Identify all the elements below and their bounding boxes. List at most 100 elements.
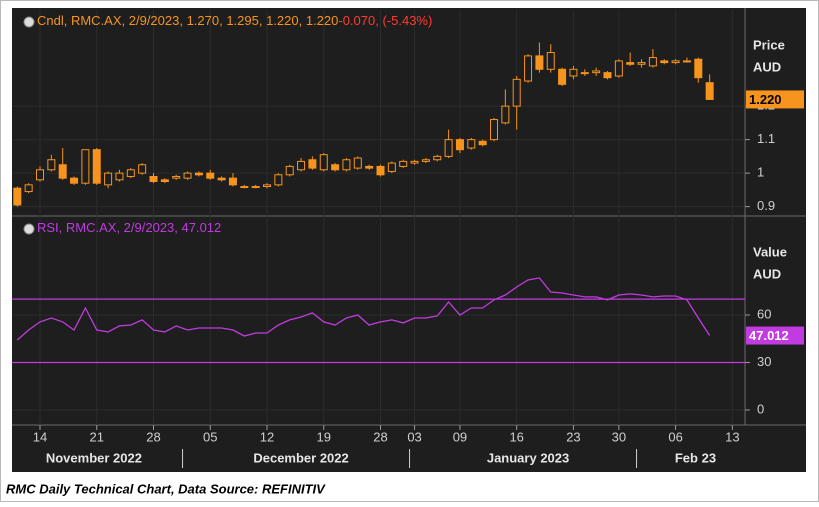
candle-body [387,162,396,172]
candle-body [228,177,237,186]
month-label: December 2022 [253,450,348,465]
last-value-label: 47.012 [749,328,789,343]
candle-body [444,139,453,157]
candle-body [13,187,22,206]
legend-text: RSI, RMC.AX, 2/9/2023, 47.012 [37,220,221,235]
candle-body [194,172,203,176]
last-value-badge [746,90,804,109]
candle-body [410,160,419,164]
x-tick-label: 16 [509,429,523,444]
candle-body [648,57,657,67]
legend-change: -0.070, (-5.43%) [338,13,432,28]
candle-body [569,68,578,77]
candle-body [558,68,567,85]
x-tick-label: 12 [260,429,274,444]
last-value-badge [746,326,804,345]
candle-body [682,60,691,63]
candle-body [512,78,521,107]
y-axis-label: Price [753,37,785,52]
legend-icon [23,223,35,235]
candle-body [115,172,124,181]
candle-body [160,179,169,183]
legend-values: Cndl, RMC.AX, 2/9/2023, 1.270, 1.295, 1.… [37,13,338,28]
candle-body [478,140,487,146]
candle-body [183,172,192,179]
candle-body [637,62,646,65]
chart-background [12,8,806,472]
candle-body [614,60,623,77]
x-tick-label: 05 [203,429,217,444]
y-tick-label: 0.9 [757,198,775,213]
candle-body [274,174,283,186]
x-tick-label: 23 [566,429,580,444]
x-tick-label: 06 [668,429,682,444]
candle-body [104,172,113,186]
candle-body [433,155,442,161]
candle-body [671,60,680,64]
legend-text: Cndl, RMC.AX, 2/9/2023, 1.270, 1.295, 1.… [37,13,432,28]
candle-body [626,62,635,65]
x-tick-label: 14 [33,429,47,444]
y-axis-label: Value [753,244,787,259]
candle-body [263,184,271,188]
legend-icon [23,16,35,28]
x-tick-label: 09 [453,429,467,444]
y-axis-label: AUD [753,266,781,281]
month-label: Feb 23 [675,450,716,465]
x-tick-label: 28 [373,429,387,444]
y-tick-label: 0 [757,401,764,416]
candle-body [592,70,601,74]
x-tick-label: 03 [407,429,421,444]
candle-body [149,175,158,183]
candle-body [501,105,510,124]
y-tick-label: 1 [757,165,764,180]
x-tick-label: 13 [725,429,739,444]
x-tick-label: 19 [317,429,331,444]
candle-body [319,154,328,171]
candle-body [285,165,294,176]
rsi-line [16,277,711,341]
month-label: November 2022 [46,450,142,465]
candle-body [126,169,135,177]
candle-body [24,184,33,193]
y-tick-label: 60 [757,306,771,321]
x-tick-label: 28 [146,429,160,444]
x-tick-label: 30 [612,429,626,444]
x-tick-label: 21 [90,429,104,444]
candle-body [524,55,533,82]
last-value-label: 1.220 [749,92,782,107]
candle-body [490,119,498,141]
candle-body [467,139,476,149]
candle-body [70,177,79,184]
legend-values: RSI, RMC.AX, 2/9/2023, 47.012 [37,220,221,235]
candle-body [92,149,101,184]
caption: RMC Daily Technical Chart, Data Source: … [6,481,326,496]
candle-body [660,60,669,64]
candle-body [705,82,714,100]
candle-body [694,58,703,79]
candle-body [240,186,249,189]
candle-body [376,165,385,176]
candle-body [421,159,430,162]
candle-body [580,72,589,75]
candle-body [331,164,340,171]
candle-body [603,72,612,79]
candle-body [217,177,226,181]
candle-body [251,186,260,189]
candle-body [81,149,90,184]
y-axis-label: AUD [753,59,781,74]
candle-body [58,164,67,179]
candle-body [455,139,464,151]
candle-body [138,164,147,174]
candle-body [36,169,44,181]
candle-body [546,52,555,70]
candle-body [365,165,374,169]
candle-body [535,55,544,70]
candle-body [172,175,181,179]
candle-body [353,157,362,169]
candle-body [47,159,56,171]
month-label: January 2023 [487,450,569,465]
y-tick-label: 30 [757,354,771,369]
candle-body [206,172,215,179]
